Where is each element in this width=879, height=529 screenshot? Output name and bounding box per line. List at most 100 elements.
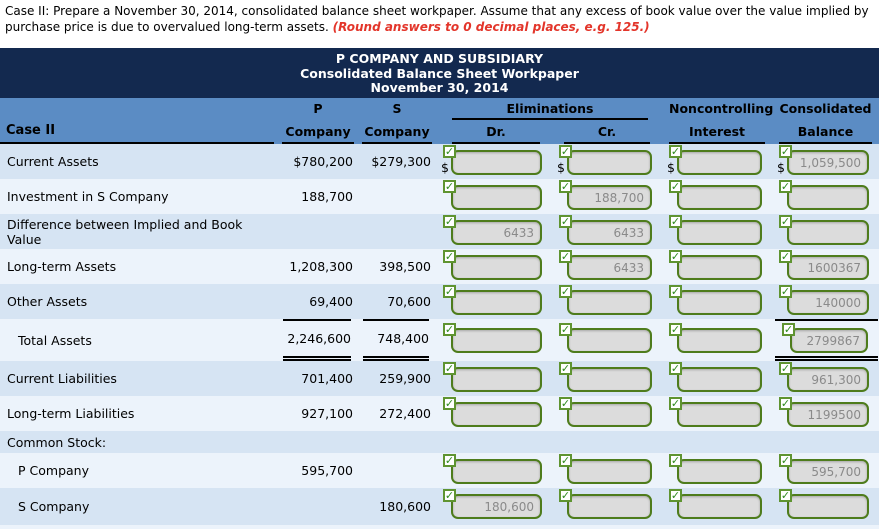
check-icon: ✓ [670, 284, 681, 298]
dr-checkbox[interactable]: ✓ [443, 215, 456, 228]
noncontrolling-interest-checkbox[interactable]: ✓ [669, 145, 682, 158]
noncontrolling-interest-input[interactable] [677, 459, 762, 484]
consolidated-input[interactable] [787, 367, 869, 392]
dr-checkbox[interactable]: ✓ [443, 362, 456, 375]
consolidated-input[interactable] [787, 459, 869, 484]
consolidated-checkbox[interactable]: ✓ [779, 397, 792, 410]
consolidated-checkbox[interactable]: ✓ [779, 285, 792, 298]
cr-checkbox[interactable]: ✓ [559, 145, 572, 158]
consolidated-input[interactable] [787, 290, 869, 315]
cr-checkbox[interactable]: ✓ [559, 489, 572, 502]
noncontrolling-interest-input[interactable] [677, 150, 762, 175]
consolidated-input[interactable] [790, 328, 868, 353]
cr-checkbox[interactable]: ✓ [559, 397, 572, 410]
consolidated-cell: ✓ [772, 396, 879, 431]
noncontrolling-interest-checkbox[interactable]: ✓ [669, 397, 682, 410]
consolidated-input[interactable] [787, 150, 869, 175]
cr-input[interactable] [567, 459, 652, 484]
dr-checkbox[interactable]: ✓ [443, 489, 456, 502]
consolidated-cell: ✓ [772, 214, 879, 249]
cr-input[interactable] [567, 255, 652, 280]
cr-checkbox[interactable]: ✓ [559, 362, 572, 375]
table-row: Long-term Liabilities 927,100 272,400 ✓ ✓ ✓ ✓ [0, 396, 879, 431]
noncontrolling-interest-input[interactable] [677, 402, 762, 427]
consolidated-checkbox[interactable]: ✓ [779, 145, 792, 158]
consolidated-input[interactable] [787, 220, 869, 245]
cr-input[interactable] [567, 494, 652, 519]
consolidated-input[interactable] [787, 402, 869, 427]
cr-checkbox[interactable]: ✓ [559, 454, 572, 467]
cr-checkbox[interactable]: ✓ [559, 285, 572, 298]
consolidated-input[interactable] [787, 255, 869, 280]
noncontrolling-interest-input[interactable] [677, 290, 762, 315]
dr-checkbox[interactable]: ✓ [443, 180, 456, 193]
p-company-value: 701,400 [301, 371, 353, 386]
dr-input[interactable] [451, 494, 542, 519]
consolidated-checkbox[interactable]: ✓ [779, 489, 792, 502]
consolidated-input[interactable] [787, 185, 869, 210]
noncontrolling-interest-checkbox[interactable]: ✓ [669, 215, 682, 228]
dr-input[interactable] [451, 220, 542, 245]
dr-cell: ✓ [436, 214, 552, 249]
cr-input[interactable] [567, 185, 652, 210]
dr-input[interactable] [451, 328, 542, 353]
cr-input[interactable] [567, 220, 652, 245]
noncontrolling-interest-checkbox[interactable]: ✓ [669, 489, 682, 502]
noncontrolling-interest-cell: ✓ [662, 488, 772, 525]
noncontrolling-interest-input[interactable] [677, 328, 762, 353]
consolidated-checkbox[interactable]: ✓ [779, 180, 792, 193]
row-label: Common Stock: [7, 434, 107, 450]
consolidated-checkbox[interactable]: ✓ [779, 250, 792, 263]
noncontrolling-interest-checkbox[interactable]: ✓ [669, 250, 682, 263]
cr-checkbox[interactable]: ✓ [559, 215, 572, 228]
cr-input[interactable] [567, 150, 652, 175]
cr-input[interactable] [567, 290, 652, 315]
noncontrolling-interest-checkbox[interactable]: ✓ [669, 285, 682, 298]
dr-input[interactable] [451, 402, 542, 427]
dr-checkbox[interactable]: ✓ [443, 397, 456, 410]
s-company-value-cell: 748,400 [358, 319, 436, 361]
check-icon: ✓ [560, 284, 571, 298]
consolidated-input[interactable] [787, 494, 869, 519]
dr-checkbox[interactable]: ✓ [443, 454, 456, 467]
cr-input[interactable] [567, 328, 652, 353]
check-icon: ✓ [780, 144, 791, 158]
dr-input[interactable] [451, 367, 542, 392]
noncontrolling-interest-checkbox[interactable]: ✓ [669, 180, 682, 193]
dr-input[interactable] [451, 459, 542, 484]
consolidated-checkbox[interactable]: ✓ [782, 323, 795, 336]
noncontrolling-interest-input[interactable] [677, 367, 762, 392]
consolidated-cell: $ ✓ [772, 144, 879, 179]
dr-checkbox[interactable]: ✓ [443, 323, 456, 336]
noncontrolling-interest-input[interactable] [677, 494, 762, 519]
dr-cell: ✓ [436, 249, 552, 284]
dr-input[interactable] [451, 255, 542, 280]
cr-checkbox[interactable]: ✓ [559, 180, 572, 193]
consolidated-checkbox[interactable]: ✓ [779, 215, 792, 228]
cr-checkbox[interactable]: ✓ [559, 250, 572, 263]
dr-checkbox[interactable]: ✓ [443, 250, 456, 263]
consolidated-checkbox[interactable]: ✓ [779, 454, 792, 467]
dr-input[interactable] [451, 290, 542, 315]
noncontrolling-interest-input[interactable] [677, 185, 762, 210]
p-company-value: $780,200 [293, 154, 353, 169]
bottom-strip [0, 525, 879, 529]
noncontrolling-interest-checkbox[interactable]: ✓ [669, 454, 682, 467]
s-header-line1: S [392, 101, 402, 116]
noncontrolling-interest-input[interactable] [677, 220, 762, 245]
cr-input[interactable] [567, 367, 652, 392]
cr-checkbox[interactable]: ✓ [559, 323, 572, 336]
dr-input[interactable] [451, 150, 542, 175]
check-icon: ✓ [560, 361, 571, 375]
s-company-value [358, 214, 436, 249]
dr-checkbox[interactable]: ✓ [443, 285, 456, 298]
dr-input[interactable] [451, 185, 542, 210]
noncontrolling-interest-checkbox[interactable]: ✓ [669, 362, 682, 375]
dr-cell: ✓ [436, 319, 552, 361]
dr-checkbox[interactable]: ✓ [443, 145, 456, 158]
noncontrolling-interest-checkbox[interactable]: ✓ [669, 323, 682, 336]
noncontrolling-interest-input[interactable] [677, 255, 762, 280]
consolidated-checkbox[interactable]: ✓ [779, 362, 792, 375]
check-icon: ✓ [444, 322, 455, 336]
cr-input[interactable] [567, 402, 652, 427]
